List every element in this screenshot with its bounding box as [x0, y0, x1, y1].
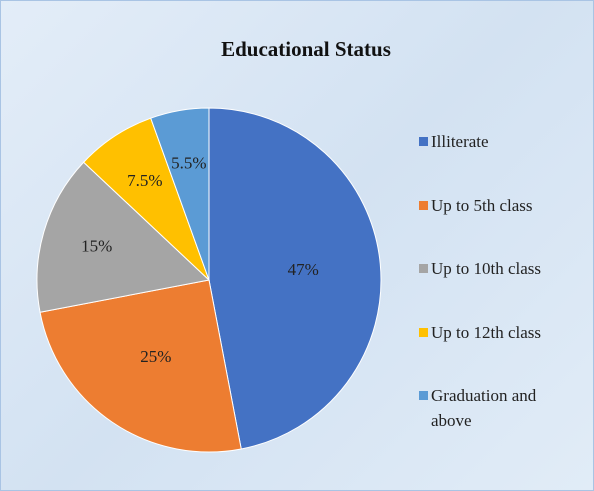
legend-item: Up to 10th class — [419, 256, 579, 320]
legend-label: Up to 5th class — [431, 195, 533, 215]
legend-item: Illiterate — [419, 129, 579, 193]
legend-swatch — [419, 327, 428, 337]
legend-label: Graduation and above — [431, 386, 537, 430]
legend-label: Up to 12th class — [431, 322, 542, 342]
data-label: 25% — [140, 347, 171, 366]
legend-swatch — [419, 200, 428, 210]
pie-slice — [39, 279, 242, 453]
pie-slice — [36, 161, 211, 313]
data-label: 5.5% — [171, 154, 206, 173]
legend-swatch — [419, 137, 428, 146]
pie-slice — [150, 107, 210, 281]
data-label: 47% — [288, 260, 319, 279]
chart-title: Educational Status — [221, 37, 391, 61]
data-label: 15% — [81, 236, 112, 255]
legend-label: Illiterate — [431, 132, 489, 151]
data-label: 7.5% — [127, 171, 162, 190]
legend-item: Up to 5th class — [419, 193, 579, 257]
legend-swatch — [419, 264, 428, 273]
pie-slice — [208, 107, 382, 450]
legend-item: Graduation and above — [419, 383, 579, 447]
legend-label: Up to 10th class — [431, 259, 542, 278]
legend-swatch — [419, 391, 428, 400]
legend: Illiterate Up to 5th class Up to 10th clas… — [419, 129, 579, 447]
legend-item: Up to 12th class — [419, 320, 579, 384]
